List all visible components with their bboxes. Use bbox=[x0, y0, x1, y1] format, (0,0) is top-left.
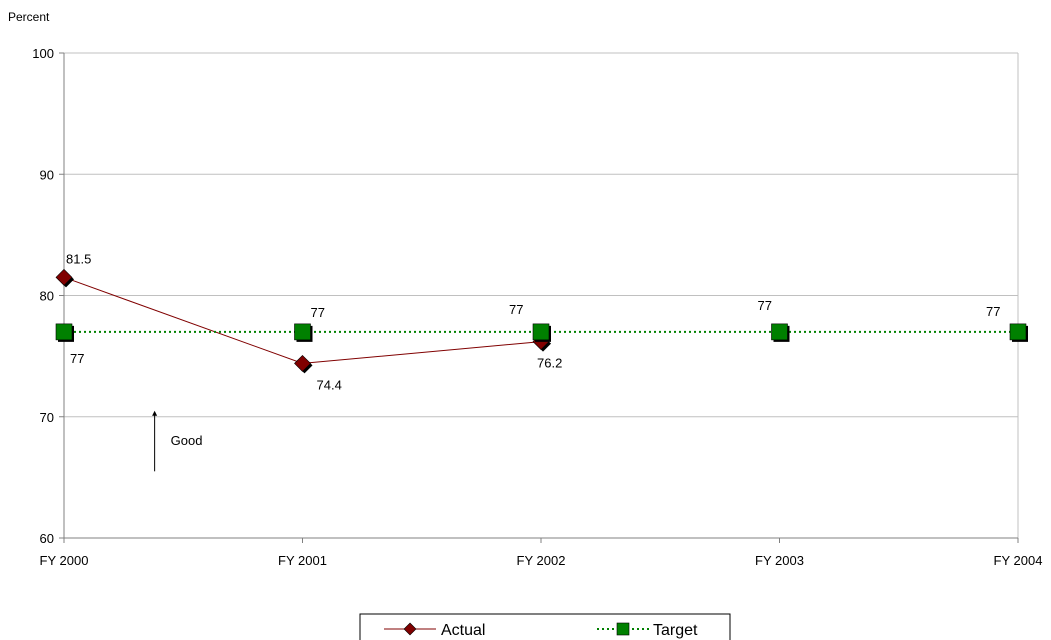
target-data-label: 77 bbox=[509, 302, 523, 317]
grid-lines bbox=[64, 52, 1019, 539]
actual-marker bbox=[55, 268, 73, 286]
legend-target-label: Target bbox=[653, 622, 698, 639]
good-annotation: Good bbox=[152, 410, 203, 472]
good-arrowhead bbox=[152, 410, 158, 416]
y-ticks: 60 70 80 90 100 bbox=[32, 46, 64, 546]
y-tick-label: 90 bbox=[40, 167, 54, 182]
actual-data-label: 76.2 bbox=[537, 356, 562, 371]
actual-series-line bbox=[63, 276, 542, 364]
target-marker bbox=[294, 323, 311, 341]
target-data-label: 77 bbox=[311, 305, 325, 320]
x-tick-label: FY 2002 bbox=[517, 553, 566, 568]
x-ticks: FY 2000 FY 2001 FY 2002 FY 2003 FY 2004 bbox=[40, 538, 1043, 568]
target-marker bbox=[1009, 323, 1027, 341]
x-tick-label: FY 2003 bbox=[755, 553, 804, 568]
good-label: Good bbox=[171, 433, 203, 448]
actual-data-label: 81.5 bbox=[66, 251, 91, 266]
target-marker bbox=[55, 323, 73, 341]
target-data-label: 77 bbox=[70, 351, 84, 366]
legend-actual-marker bbox=[403, 622, 417, 636]
y-tick-label: 100 bbox=[32, 46, 54, 61]
series-markers bbox=[55, 268, 1028, 374]
legend-target-marker bbox=[616, 622, 630, 636]
y-tick-label: 60 bbox=[40, 531, 54, 546]
target-marker bbox=[532, 323, 550, 341]
data-labels: 81.5 74.4 76.2 77 77 77 77 77 bbox=[66, 251, 1000, 392]
target-marker bbox=[771, 323, 788, 341]
target-data-label: 77 bbox=[986, 304, 1000, 319]
x-tick-label: FY 2000 bbox=[40, 553, 89, 568]
legend-box bbox=[359, 613, 731, 640]
legend: Actual Target bbox=[359, 613, 731, 640]
y-axis-label: Percent bbox=[8, 10, 50, 24]
y-tick-label: 70 bbox=[40, 410, 54, 425]
target-data-label: 77 bbox=[758, 298, 772, 313]
x-tick-label: FY 2001 bbox=[278, 553, 327, 568]
x-tick-label: FY 2004 bbox=[994, 553, 1043, 568]
actual-marker bbox=[294, 354, 311, 372]
legend-actual-label: Actual bbox=[441, 622, 485, 639]
actual-data-label: 74.4 bbox=[317, 377, 342, 392]
y-tick-label: 80 bbox=[40, 289, 54, 304]
series-lines bbox=[63, 276, 1018, 364]
